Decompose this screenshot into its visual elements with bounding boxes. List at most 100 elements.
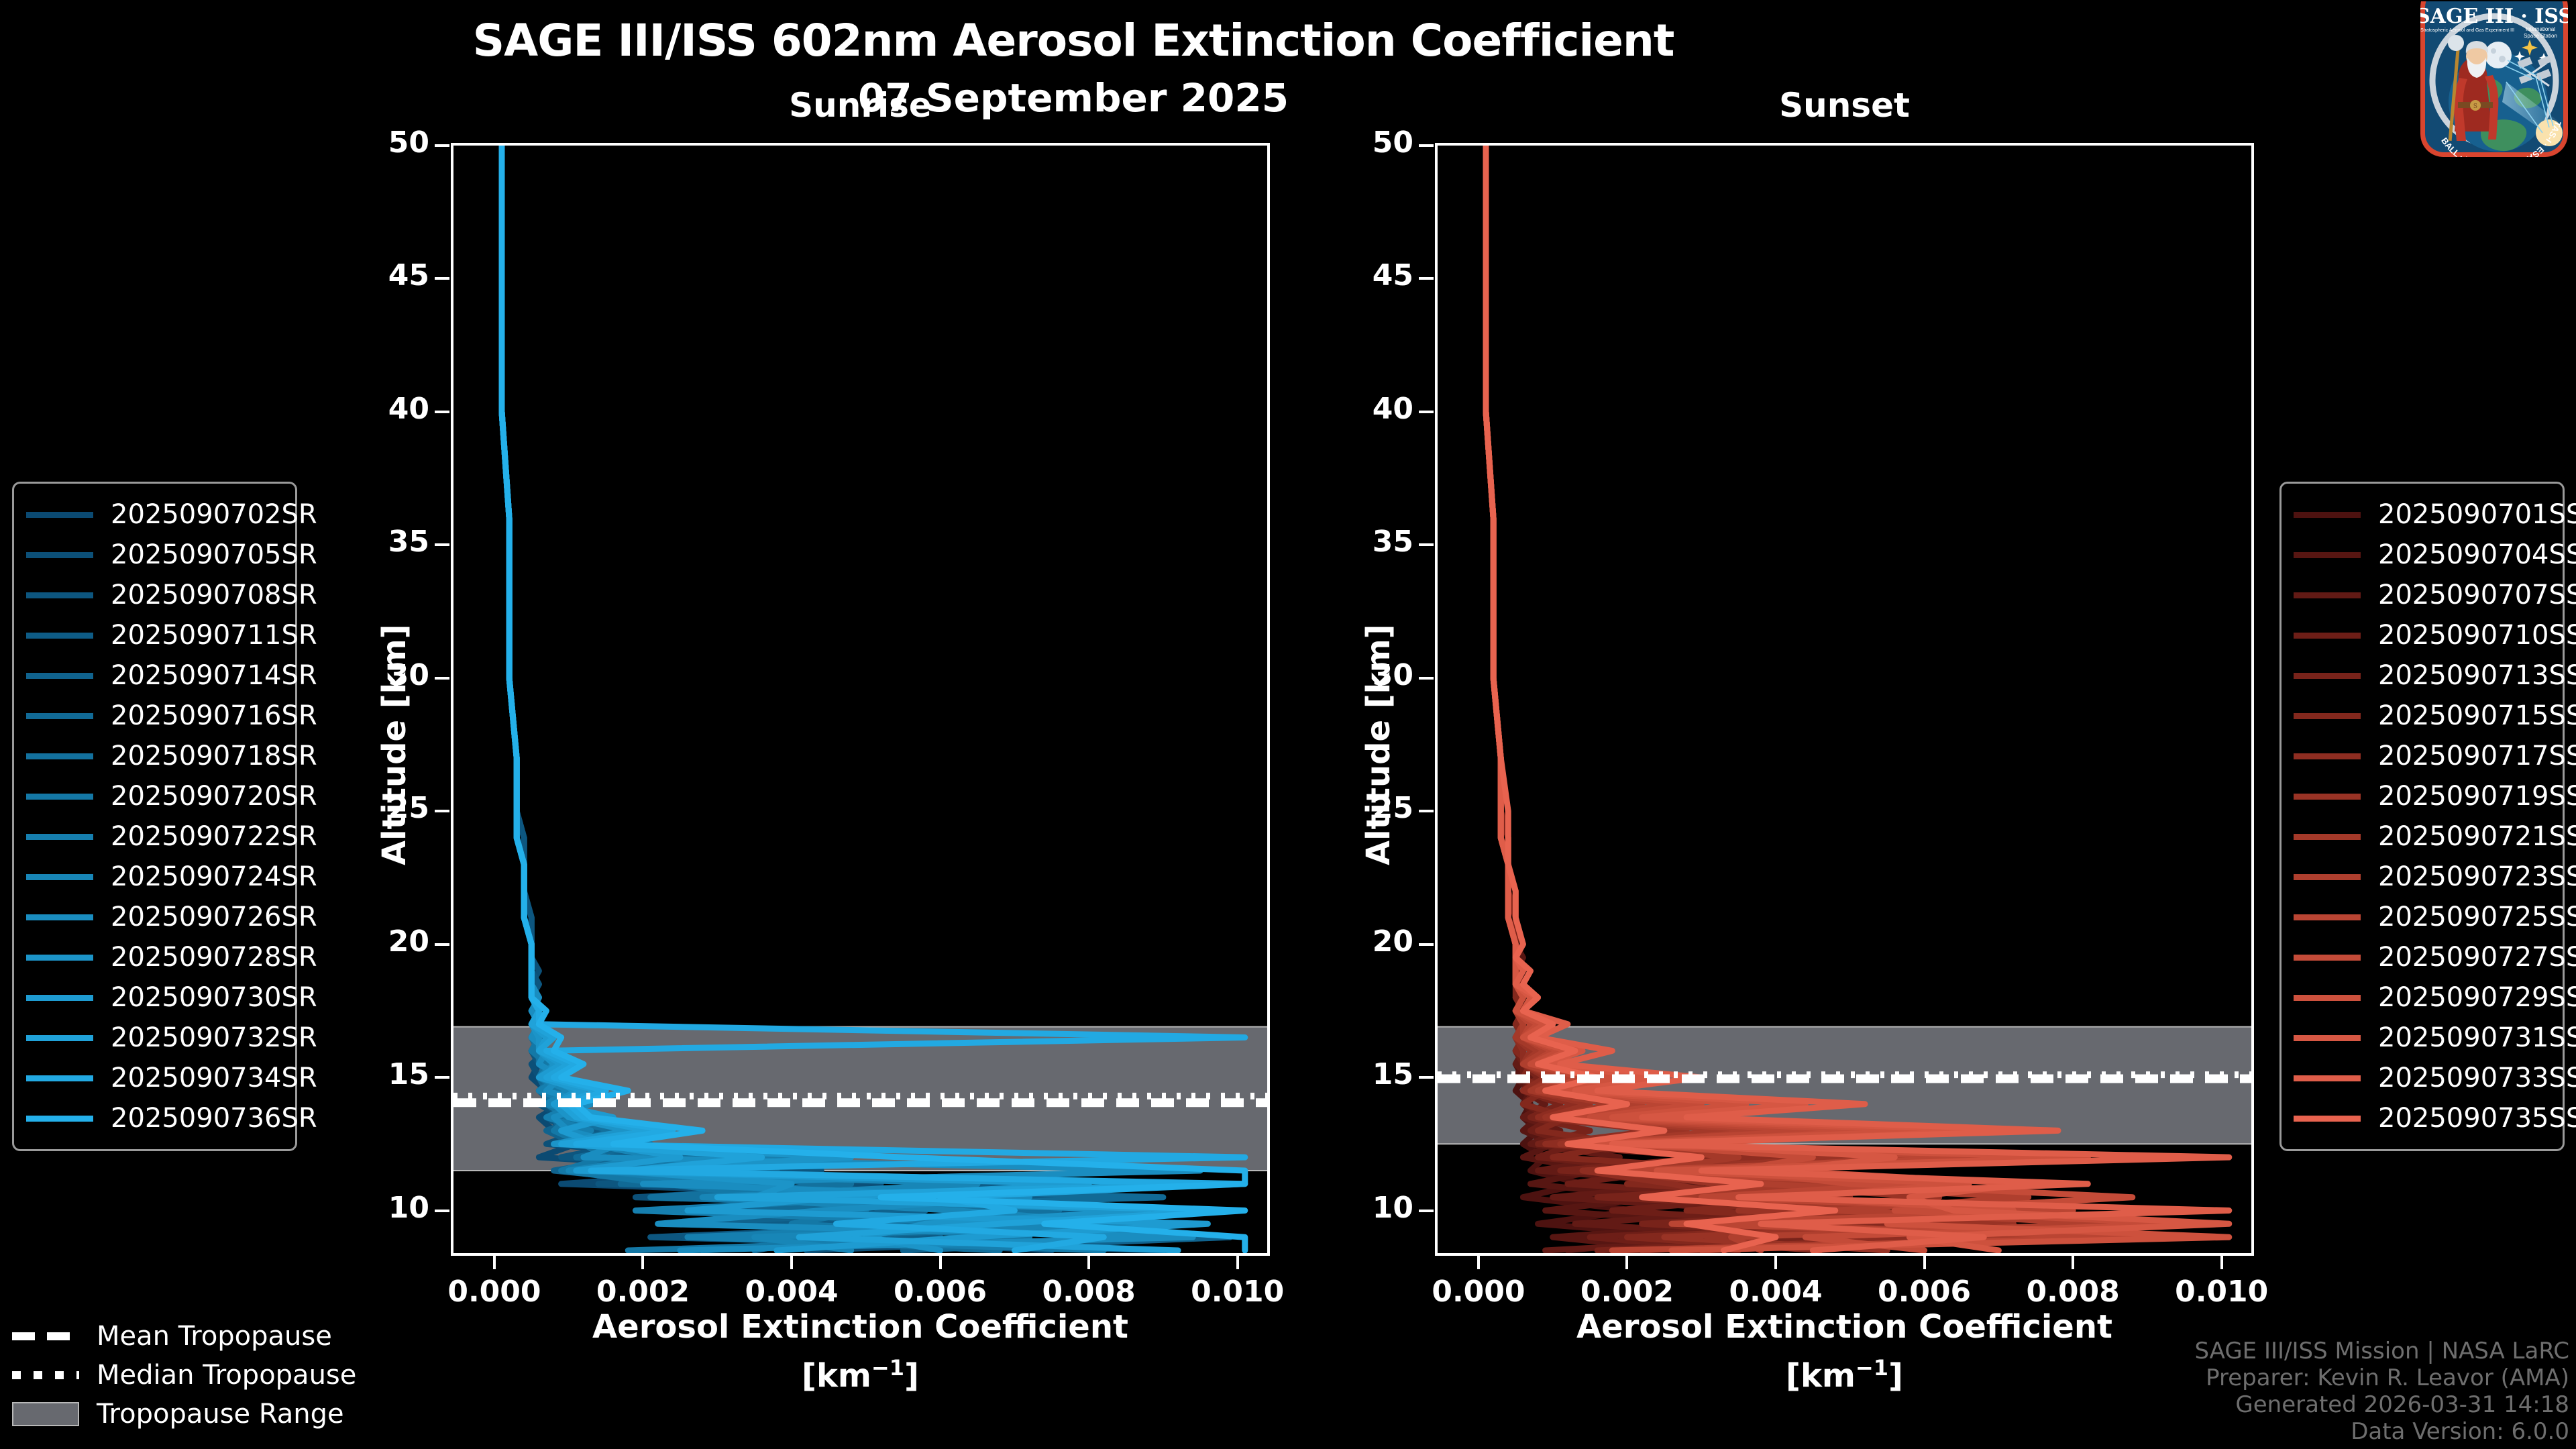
legend-sunset-item[interactable]: 2025090704SS <box>2294 535 2576 575</box>
legend-sunset-item[interactable]: 2025090710SS <box>2294 615 2576 655</box>
legend-sunrise-item[interactable]: 2025090702SR <box>26 494 317 535</box>
legend-sunrise-label: 2025090705SR <box>111 539 317 570</box>
ytick-mark-sunrise <box>435 1209 449 1212</box>
credit-line-generated: Generated 2026-03-31 14:18 <box>2235 1391 2569 1418</box>
legend-sunset-label: 2025090704SS <box>2378 539 2576 570</box>
legend-sunset-item[interactable]: 2025090701SS <box>2294 494 2576 535</box>
xtick-label-sunrise: 0.008 <box>1042 1275 1136 1309</box>
xaxis-units-suffix-sunset: ] <box>1888 1357 1903 1395</box>
xtick-label-sunrise: 0.004 <box>745 1275 839 1309</box>
legend-sunrise-item[interactable]: 2025090716SR <box>26 696 317 736</box>
ytick-label-sunset: 45 <box>1372 258 1413 293</box>
profile-line <box>498 146 1248 1253</box>
xaxis-units-prefix-sunset: [km <box>1786 1357 1856 1395</box>
xtick-label-sunset: 0.010 <box>2175 1275 2269 1309</box>
svg-text:S: S <box>2473 103 2477 110</box>
legend-sunset-item[interactable]: 2025090729SS <box>2294 977 2576 1018</box>
ytick-mark-sunset <box>1419 676 1434 680</box>
legend-sunset-color-swatch <box>2294 833 2361 840</box>
xtick-mark-sunset <box>1923 1254 1926 1269</box>
legend-sunset-item[interactable]: 2025090717SS <box>2294 736 2576 776</box>
legend-sunrise-color-swatch <box>26 672 93 679</box>
legend-sunset-item[interactable]: 2025090733SS <box>2294 1058 2576 1098</box>
legend-sunrise-color-swatch <box>26 753 93 759</box>
legend-sunrise-item[interactable]: 2025090718SR <box>26 736 317 776</box>
legend-sunrise-label: 2025090720SR <box>111 781 317 812</box>
legend-sunrise-color-swatch <box>26 632 93 639</box>
legend-sunset-item[interactable]: 2025090727SS <box>2294 937 2576 977</box>
ytick-label-sunrise: 35 <box>388 525 429 559</box>
legend-sunset-item[interactable]: 2025090735SS <box>2294 1098 2576 1138</box>
xtick-mark-sunset <box>2220 1254 2223 1269</box>
legend-sunset-item[interactable]: 2025090731SS <box>2294 1018 2576 1058</box>
legend-sunset-item[interactable]: 2025090713SS <box>2294 655 2576 696</box>
legend-sunrise-item[interactable]: 2025090708SR <box>26 575 317 615</box>
legend-sunrise-item[interactable]: 2025090705SR <box>26 535 317 575</box>
legend-sunrise-label: 2025090711SR <box>111 620 317 651</box>
ytick-label-sunset: 35 <box>1372 525 1413 559</box>
legend-sunrise-label: 2025090732SR <box>111 1022 317 1053</box>
legend-sunrise-item[interactable]: 2025090724SR <box>26 857 317 897</box>
patch-subtitle-left: Stratospheric Aerosol and Gas Experiment… <box>2420 28 2514 33</box>
legend-sunset-label: 2025090710SS <box>2378 620 2576 651</box>
legend-sunrise-color-swatch <box>26 712 93 719</box>
credits-block: SAGE III/ISS Mission | NASA LaRC Prepare… <box>2194 1338 2569 1445</box>
xtick-label-sunset: 0.008 <box>2026 1275 2120 1309</box>
ytick-mark-sunset <box>1419 810 1434 813</box>
legend-sunset-color-swatch <box>2294 672 2361 679</box>
legend-sunrise-color-swatch <box>26 592 93 598</box>
panel-label-sunset: Sunset <box>1779 86 1910 125</box>
legend-sunset-label: 2025090713SS <box>2378 660 2576 691</box>
xtick-label-sunrise: 0.000 <box>447 1275 541 1309</box>
xtick-label-sunset: 0.006 <box>1877 1275 1972 1309</box>
legend-sunset[interactable]: 2025090701SS 2025090704SS 2025090707SS 2025… <box>2279 482 2576 1151</box>
ytick-mark-sunset <box>1419 943 1434 946</box>
xtick-label-sunrise: 0.006 <box>893 1275 987 1309</box>
ytick-label-sunset: 50 <box>1372 125 1413 160</box>
legend-sunset-color-swatch <box>2294 914 2361 920</box>
legend-sunset-item[interactable]: 2025090719SS <box>2294 776 2576 816</box>
legend-item-tropopause-range: Tropopause Range <box>12 1395 428 1434</box>
legend-sunrise-item[interactable]: 2025090720SR <box>26 776 317 816</box>
legend-sunrise-label: 2025090724SR <box>111 861 317 892</box>
xaxis-units-sunset: [km−1] <box>1435 1355 2254 1395</box>
plot-panel-sunset <box>1435 143 2254 1256</box>
credit-line-mission: SAGE III/ISS Mission | NASA LaRC <box>2194 1338 2569 1364</box>
legend-sunset-color-swatch <box>2294 1115 2361 1122</box>
ytick-label-sunrise: 40 <box>388 391 429 426</box>
legend-sunrise-label: 2025090722SR <box>111 821 317 852</box>
legend-sunset-color-swatch <box>2294 1034 2361 1041</box>
legend-sunrise-item[interactable]: 2025090734SR <box>26 1058 317 1098</box>
legend-sunset-item[interactable]: 2025090723SS <box>2294 857 2576 897</box>
ytick-mark-sunset <box>1419 1209 1434 1212</box>
legend-sunrise-item[interactable]: 2025090726SR <box>26 897 317 937</box>
credit-line-preparer: Preparer: Kevin R. Leavor (AMA) <box>2206 1364 2569 1391</box>
legend-sunrise-item[interactable]: 2025090736SR <box>26 1098 317 1138</box>
legend-sunrise-item[interactable]: 2025090728SR <box>26 937 317 977</box>
sunrise-profile-chart <box>453 146 1267 1253</box>
page-subtitle-date: 07 September 2025 <box>857 75 1289 121</box>
legend-sunrise[interactable]: 2025090702SR 2025090705SR 2025090708SR 2025… <box>12 482 317 1151</box>
legend-sunset-color-swatch <box>2294 592 2361 598</box>
ytick-mark-sunrise <box>435 810 449 813</box>
legend-sunset-item[interactable]: 2025090715SS <box>2294 696 2576 736</box>
legend-sunset-label: 2025090725SS <box>2378 902 2576 932</box>
legend-sunrise-item[interactable]: 2025090714SR <box>26 655 317 696</box>
plot-panel-sunrise <box>451 143 1270 1256</box>
legend-sunrise-item[interactable]: 2025090732SR <box>26 1018 317 1058</box>
legend-sunrise-label: 2025090708SR <box>111 580 317 610</box>
legend-sunrise-color-swatch <box>26 1034 93 1041</box>
legend-sunset-item[interactable]: 2025090721SS <box>2294 816 2576 857</box>
legend-sunset-label: 2025090721SS <box>2378 821 2576 852</box>
xaxis-title-text-sunrise: Aerosol Extinction Coefficient <box>592 1308 1128 1346</box>
legend-sunrise-color-swatch <box>26 1115 93 1122</box>
legend-sunrise-item[interactable]: 2025090730SR <box>26 977 317 1018</box>
legend-sunrise-item[interactable]: 2025090711SR <box>26 615 317 655</box>
legend-sunset-item[interactable]: 2025090707SS <box>2294 575 2576 615</box>
ytick-mark-sunset <box>1419 277 1434 280</box>
legend-sunrise-item[interactable]: 2025090722SR <box>26 816 317 857</box>
legend-sunset-item[interactable]: 2025090725SS <box>2294 897 2576 937</box>
band-swatch-icon <box>12 1402 79 1426</box>
legend-sunset-label: 2025090731SS <box>2378 1022 2576 1053</box>
legend-sunset-label: 2025090733SS <box>2378 1063 2576 1093</box>
